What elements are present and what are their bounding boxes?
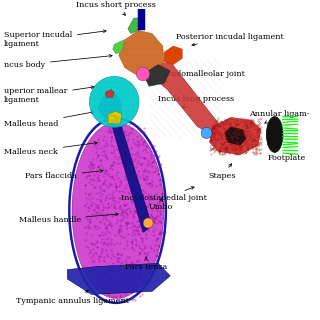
Polygon shape <box>67 263 170 294</box>
Polygon shape <box>105 90 114 97</box>
Text: Posterior incudal ligament: Posterior incudal ligament <box>176 33 284 46</box>
Circle shape <box>89 76 139 127</box>
Polygon shape <box>108 111 122 124</box>
Polygon shape <box>119 30 164 77</box>
Polygon shape <box>143 65 170 86</box>
Polygon shape <box>128 18 143 34</box>
Polygon shape <box>210 117 261 155</box>
Polygon shape <box>139 9 145 30</box>
Text: Tympanic annulus ligament: Tympanic annulus ligament <box>16 290 129 305</box>
Circle shape <box>143 218 153 228</box>
Text: Pars tensa: Pars tensa <box>125 257 167 270</box>
Polygon shape <box>98 92 122 127</box>
Polygon shape <box>152 61 219 136</box>
Circle shape <box>136 67 150 81</box>
Text: Pars flaccida: Pars flaccida <box>25 170 103 180</box>
Polygon shape <box>164 46 182 65</box>
Polygon shape <box>111 122 152 232</box>
Circle shape <box>201 127 212 139</box>
Text: Footplate: Footplate <box>267 148 305 162</box>
Text: Malleus neck: Malleus neck <box>4 142 97 156</box>
Text: Superior incudal
ligament: Superior incudal ligament <box>4 30 106 48</box>
Polygon shape <box>113 40 125 54</box>
Text: Incudostapedial joint: Incudostapedial joint <box>121 187 207 202</box>
Text: Malleus handle: Malleus handle <box>19 213 118 224</box>
Text: ncus body: ncus body <box>4 54 112 68</box>
Polygon shape <box>225 127 246 145</box>
Polygon shape <box>72 123 164 298</box>
Text: uperior mallear
ligament: uperior mallear ligament <box>4 86 94 104</box>
Text: Malleus head: Malleus head <box>4 111 94 128</box>
Text: Incus long process: Incus long process <box>158 95 234 108</box>
Text: Umbo: Umbo <box>149 198 173 212</box>
Text: Annular ligam-: Annular ligam- <box>249 110 309 123</box>
Text: Stapes: Stapes <box>208 164 236 180</box>
Text: Incus short process: Incus short process <box>76 1 156 15</box>
Ellipse shape <box>266 116 283 152</box>
Text: Incudomalleolar joint: Incudomalleolar joint <box>158 70 245 83</box>
